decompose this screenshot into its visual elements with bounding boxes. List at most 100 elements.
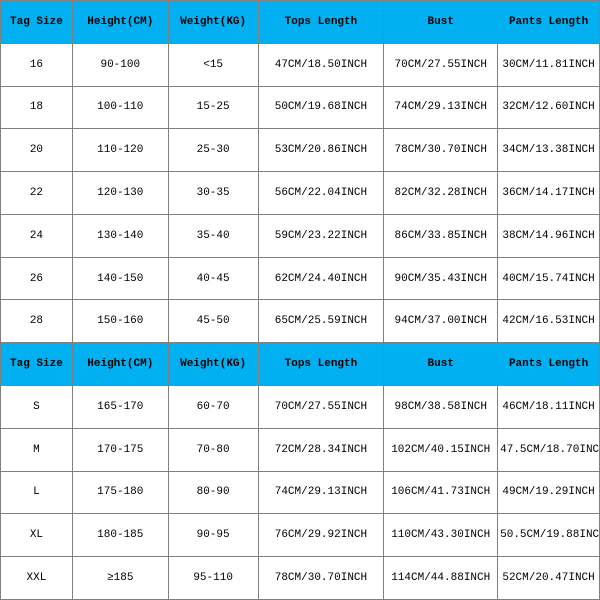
cell: 110-120	[72, 129, 168, 172]
cell: 45-50	[168, 300, 258, 343]
cell: 22	[1, 172, 73, 215]
cell: 40-45	[168, 257, 258, 300]
cell: 74CM/29.13INCH	[258, 471, 384, 514]
cell: 16	[1, 43, 73, 86]
table-row: M 170-175 70-80 72CM/28.34INCH 102CM/40.…	[1, 428, 600, 471]
cell: 180-185	[72, 514, 168, 557]
cell: 52CM/20.47INCH	[498, 557, 600, 600]
table-row: L 175-180 80-90 74CM/29.13INCH 106CM/41.…	[1, 471, 600, 514]
table-row: S 165-170 60-70 70CM/27.55INCH 98CM/38.5…	[1, 386, 600, 429]
cell: 175-180	[72, 471, 168, 514]
cell: 120-130	[72, 172, 168, 215]
cell: 30-35	[168, 172, 258, 215]
col-header: Bust	[384, 1, 498, 44]
col-header: Pants Length	[498, 1, 600, 44]
table-row: 16 90-100 <15 47CM/18.50INCH 70CM/27.55I…	[1, 43, 600, 86]
size-chart-table: Tag Size Height(CM) Weight(KG) Tops Leng…	[0, 0, 600, 600]
cell: ≥185	[72, 557, 168, 600]
cell: 56CM/22.04INCH	[258, 172, 384, 215]
col-header: Pants Length	[498, 343, 600, 386]
table-row: 18 100-110 15-25 50CM/19.68INCH 74CM/29.…	[1, 86, 600, 129]
cell: 36CM/14.17INCH	[498, 172, 600, 215]
cell: 59CM/23.22INCH	[258, 214, 384, 257]
table-row: 28 150-160 45-50 65CM/25.59INCH 94CM/37.…	[1, 300, 600, 343]
table-row: 26 140-150 40-45 62CM/24.40INCH 90CM/35.…	[1, 257, 600, 300]
header-row-2: Tag Size Height(CM) Weight(KG) Tops Leng…	[1, 343, 600, 386]
cell: 82CM/32.28INCH	[384, 172, 498, 215]
cell: 72CM/28.34INCH	[258, 428, 384, 471]
cell: 110CM/43.30INCH	[384, 514, 498, 557]
table-row: XXL ≥185 95-110 78CM/30.70INCH 114CM/44.…	[1, 557, 600, 600]
table-body: Tag Size Height(CM) Weight(KG) Tops Leng…	[1, 1, 600, 600]
cell: 98CM/38.58INCH	[384, 386, 498, 429]
cell: 50CM/19.68INCH	[258, 86, 384, 129]
cell: 90-95	[168, 514, 258, 557]
cell: XL	[1, 514, 73, 557]
col-header: Tag Size	[1, 1, 73, 44]
cell: 26	[1, 257, 73, 300]
cell: 70CM/27.55INCH	[384, 43, 498, 86]
cell: 18	[1, 86, 73, 129]
cell: 78CM/30.70INCH	[384, 129, 498, 172]
cell: 35-40	[168, 214, 258, 257]
table-row: 20 110-120 25-30 53CM/20.86INCH 78CM/30.…	[1, 129, 600, 172]
cell: 24	[1, 214, 73, 257]
cell: 42CM/16.53INCH	[498, 300, 600, 343]
cell: 78CM/30.70INCH	[258, 557, 384, 600]
cell: 28	[1, 300, 73, 343]
table-row: 22 120-130 30-35 56CM/22.04INCH 82CM/32.…	[1, 172, 600, 215]
cell: 32CM/12.60INCH	[498, 86, 600, 129]
cell: 86CM/33.85INCH	[384, 214, 498, 257]
cell: 20	[1, 129, 73, 172]
col-header: Height(CM)	[72, 343, 168, 386]
cell: <15	[168, 43, 258, 86]
cell: 34CM/13.38INCH	[498, 129, 600, 172]
cell: 94CM/37.00INCH	[384, 300, 498, 343]
cell: 170-175	[72, 428, 168, 471]
cell: 90CM/35.43INCH	[384, 257, 498, 300]
cell: 25-30	[168, 129, 258, 172]
cell: 102CM/40.15INCH	[384, 428, 498, 471]
col-header: Tops Length	[258, 343, 384, 386]
header-row-1: Tag Size Height(CM) Weight(KG) Tops Leng…	[1, 1, 600, 44]
cell: 38CM/14.96INCH	[498, 214, 600, 257]
cell: 46CM/18.11INCH	[498, 386, 600, 429]
cell: 53CM/20.86INCH	[258, 129, 384, 172]
cell: 15-25	[168, 86, 258, 129]
cell: 49CM/19.29INCH	[498, 471, 600, 514]
cell: 140-150	[72, 257, 168, 300]
cell: 80-90	[168, 471, 258, 514]
cell: 114CM/44.88INCH	[384, 557, 498, 600]
table-row: 24 130-140 35-40 59CM/23.22INCH 86CM/33.…	[1, 214, 600, 257]
cell: 70CM/27.55INCH	[258, 386, 384, 429]
cell: 90-100	[72, 43, 168, 86]
col-header: Weight(KG)	[168, 343, 258, 386]
cell: 47CM/18.50INCH	[258, 43, 384, 86]
table-row: XL 180-185 90-95 76CM/29.92INCH 110CM/43…	[1, 514, 600, 557]
col-header: Tag Size	[1, 343, 73, 386]
cell: 165-170	[72, 386, 168, 429]
col-header: Bust	[384, 343, 498, 386]
cell: 60-70	[168, 386, 258, 429]
cell: 30CM/11.81INCH	[498, 43, 600, 86]
cell: 40CM/15.74INCH	[498, 257, 600, 300]
cell: 130-140	[72, 214, 168, 257]
cell: S	[1, 386, 73, 429]
cell: M	[1, 428, 73, 471]
col-header: Height(CM)	[72, 1, 168, 44]
col-header: Tops Length	[258, 1, 384, 44]
cell: 74CM/29.13INCH	[384, 86, 498, 129]
cell: 100-110	[72, 86, 168, 129]
cell: 65CM/25.59INCH	[258, 300, 384, 343]
cell: 106CM/41.73INCH	[384, 471, 498, 514]
cell: 47.5CM/18.70INCH	[498, 428, 600, 471]
cell: 150-160	[72, 300, 168, 343]
cell: 76CM/29.92INCH	[258, 514, 384, 557]
cell: 70-80	[168, 428, 258, 471]
cell: XXL	[1, 557, 73, 600]
cell: L	[1, 471, 73, 514]
cell: 50.5CM/19.88INCH	[498, 514, 600, 557]
col-header: Weight(KG)	[168, 1, 258, 44]
cell: 62CM/24.40INCH	[258, 257, 384, 300]
cell: 95-110	[168, 557, 258, 600]
